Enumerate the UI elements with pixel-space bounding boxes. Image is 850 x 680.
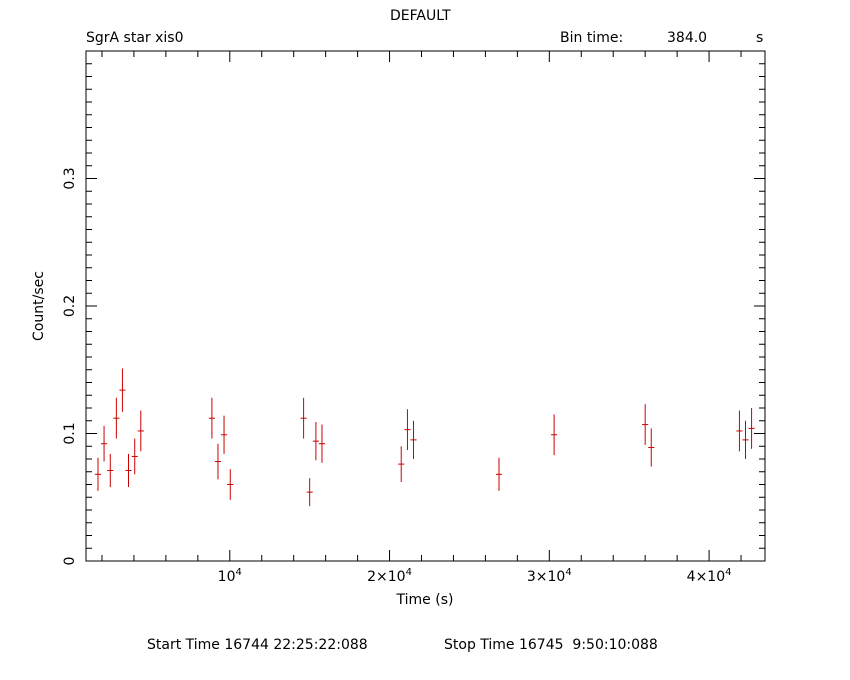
x-tick-label: 3×104 — [527, 567, 572, 585]
data-point — [410, 420, 417, 459]
y-tick-label: 0 — [62, 557, 78, 566]
data-point — [318, 424, 326, 463]
axis-ticks — [86, 51, 765, 562]
y-tick-label: 0.1 — [62, 422, 78, 444]
data-point — [227, 469, 234, 500]
stop-time-label: Stop Time 16745 9:50:10:088 — [444, 637, 658, 653]
y-axis-label: Count/sec — [31, 271, 47, 341]
data-point — [107, 453, 114, 488]
data-point — [306, 478, 313, 507]
data-point — [642, 404, 649, 445]
y-tick-label: 0.2 — [62, 295, 78, 317]
data-point — [94, 457, 102, 491]
x-tick-label: 4×104 — [687, 567, 732, 585]
data-point — [220, 415, 228, 454]
x-axis-label: Time (s) — [396, 592, 454, 608]
data-point — [100, 425, 108, 462]
data-point — [137, 410, 144, 452]
data-point — [404, 409, 411, 451]
start-time-label: Start Time 16744 22:25:22:088 — [147, 637, 368, 653]
x-tick-label: 104 — [218, 567, 242, 585]
data-point — [214, 443, 222, 480]
object-label: SgrA star xis0 — [86, 30, 184, 46]
data-point — [736, 410, 743, 452]
bin-time-unit: s — [756, 30, 764, 46]
data-point — [495, 457, 503, 491]
data-point — [648, 428, 655, 467]
data-point — [300, 397, 307, 439]
data-point — [131, 438, 138, 475]
data-point — [119, 368, 126, 412]
plot-frame — [85, 50, 766, 562]
data-point — [398, 446, 405, 482]
data-point — [312, 422, 319, 461]
bin-time-label: Bin time: — [560, 30, 624, 46]
bin-time-value: 384.0 — [667, 30, 708, 46]
y-tick-label: 0.3 — [62, 167, 78, 189]
data-point — [125, 453, 132, 488]
data-point — [208, 397, 215, 439]
data-point — [742, 420, 749, 459]
data-point — [113, 397, 120, 439]
data-point — [748, 408, 755, 449]
x-tick-label: 2×104 — [367, 567, 412, 585]
chart-title: DEFAULT — [390, 8, 451, 24]
axis-tick-labels: 104 2×104 3×104 4×104 0 0.1 0.2 0.3 — [62, 167, 731, 585]
data-point — [551, 414, 558, 456]
data-series — [94, 368, 755, 507]
